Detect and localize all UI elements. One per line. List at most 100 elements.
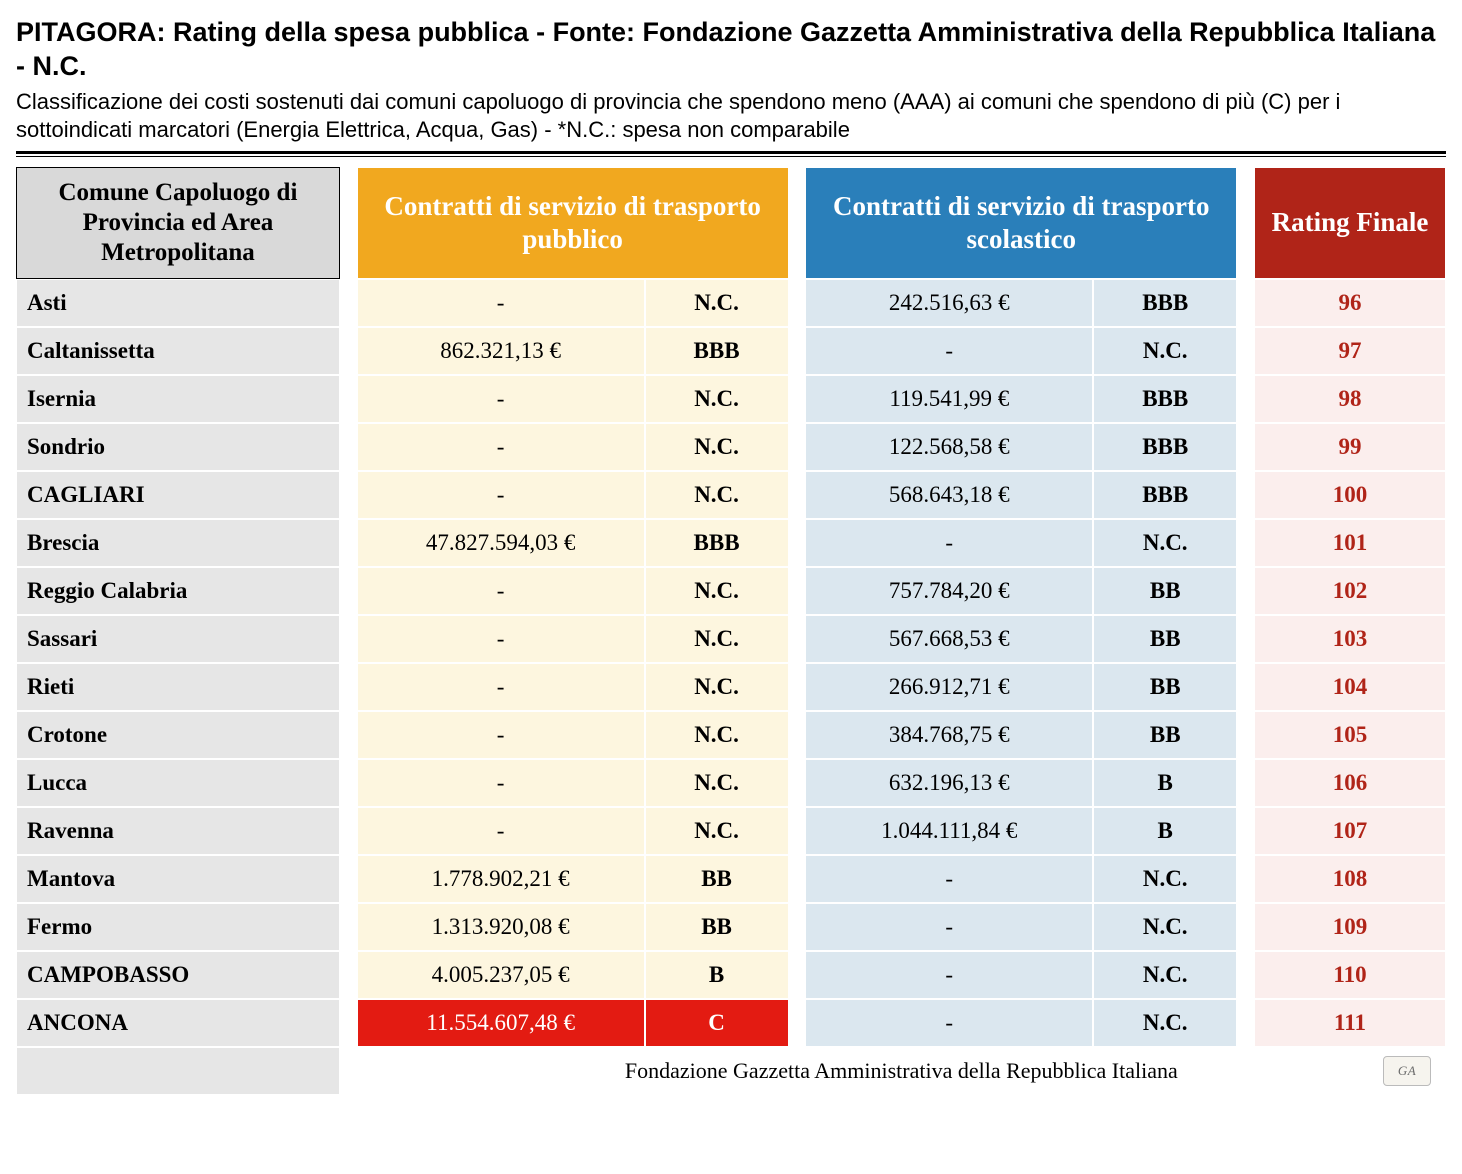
cell-school-value: 757.784,20 € — [805, 567, 1093, 615]
table-row: Sondrio-N.C.122.568,58 €BBB99 — [16, 423, 1446, 471]
cell-public-rating: N.C. — [645, 807, 789, 855]
table-row: Asti-N.C.242.516,63 €BBB96 — [16, 279, 1446, 327]
table-row: Fermo1.313.920,08 €BB-N.C.109 — [16, 903, 1446, 951]
cell-school-value: 122.568,58 € — [805, 423, 1093, 471]
col-gap — [340, 375, 357, 423]
col-header-name: Comune Capoluogo di Provincia ed Area Me… — [16, 167, 340, 279]
cell-school-value: 119.541,99 € — [805, 375, 1093, 423]
col-gap — [789, 903, 806, 951]
cell-comune: Caltanissetta — [16, 327, 340, 375]
table-row: Isernia-N.C.119.541,99 €BBB98 — [16, 375, 1446, 423]
col-gap — [789, 327, 806, 375]
cell-final-rating: 103 — [1254, 615, 1446, 663]
cell-public-value: 47.827.594,03 € — [357, 519, 645, 567]
cell-final-rating: 106 — [1254, 759, 1446, 807]
col-gap — [1237, 663, 1254, 711]
rule-thick — [16, 151, 1446, 154]
col-gap — [1237, 471, 1254, 519]
cell-comune: Brescia — [16, 519, 340, 567]
cell-public-rating: N.C. — [645, 375, 789, 423]
col-gap — [789, 807, 806, 855]
cell-public-rating: N.C. — [645, 423, 789, 471]
col-gap — [340, 423, 357, 471]
cell-public-value: 1.778.902,21 € — [357, 855, 645, 903]
col-gap — [340, 167, 357, 279]
cell-public-value: - — [357, 279, 645, 327]
table-row: Brescia 47.827.594,03 €BBB-N.C. 101 — [16, 519, 1446, 567]
cell-public-value: - — [357, 663, 645, 711]
cell-final-rating: 111 — [1254, 999, 1446, 1047]
col-gap — [789, 855, 806, 903]
col-gap — [789, 999, 806, 1047]
cell-public-rating: B — [645, 951, 789, 999]
cell-final-rating: 102 — [1254, 567, 1446, 615]
col-gap — [340, 471, 357, 519]
col-gap — [1237, 167, 1254, 279]
table-row: Sassari-N.C.567.668,53 €BB103 — [16, 615, 1446, 663]
cell-school-value: 242.516,63 € — [805, 279, 1093, 327]
cell-public-rating: BBB — [645, 519, 789, 567]
cell-school-value: - — [805, 903, 1093, 951]
cell-school-rating: B — [1093, 807, 1237, 855]
table-header-row: Comune Capoluogo di Provincia ed Area Me… — [16, 167, 1446, 279]
cell-comune: ANCONA — [16, 999, 340, 1047]
cell-school-value: - — [805, 951, 1093, 999]
cell-public-rating: C — [645, 999, 789, 1047]
col-gap — [1237, 807, 1254, 855]
col-gap — [789, 423, 806, 471]
cell-school-rating: N.C. — [1093, 519, 1237, 567]
cell-school-value: - — [805, 519, 1093, 567]
col-gap — [789, 711, 806, 759]
col-gap — [340, 711, 357, 759]
table-row: Mantova1.778.902,21 €BB-N.C.108 — [16, 855, 1446, 903]
cell-school-rating: BBB — [1093, 279, 1237, 327]
cell-public-value: - — [357, 711, 645, 759]
cell-final-rating: 110 — [1254, 951, 1446, 999]
cell-school-value: - — [805, 999, 1093, 1047]
col-gap — [789, 471, 806, 519]
footer-caption-cell: Fondazione Gazzetta Amministrativa della… — [357, 1047, 1446, 1095]
cell-final-rating: 104 — [1254, 663, 1446, 711]
col-gap — [789, 759, 806, 807]
cell-public-value: - — [357, 807, 645, 855]
cell-public-rating: BB — [645, 903, 789, 951]
col-gap — [340, 279, 357, 327]
cell-public-value: - — [357, 615, 645, 663]
cell-final-rating: 105 — [1254, 711, 1446, 759]
col-gap — [789, 951, 806, 999]
cell-school-value: 384.768,75 € — [805, 711, 1093, 759]
col-gap — [1237, 903, 1254, 951]
cell-school-rating: BB — [1093, 711, 1237, 759]
table-row: Caltanissetta862.321,13 €BBB-N.C.97 — [16, 327, 1446, 375]
col-gap — [789, 279, 806, 327]
cell-school-rating: N.C. — [1093, 327, 1237, 375]
cell-comune: Ravenna — [16, 807, 340, 855]
cell-public-rating: N.C. — [645, 567, 789, 615]
cell-school-rating: BBB — [1093, 423, 1237, 471]
cell-public-value: - — [357, 759, 645, 807]
cell-comune: Mantova — [16, 855, 340, 903]
cell-public-rating: N.C. — [645, 471, 789, 519]
footer-caption: Fondazione Gazzetta Amministrativa della… — [625, 1058, 1178, 1083]
col-gap — [340, 999, 357, 1047]
cell-public-rating: N.C. — [645, 279, 789, 327]
cell-school-rating: BB — [1093, 615, 1237, 663]
col-gap — [789, 567, 806, 615]
cell-final-rating: 96 — [1254, 279, 1446, 327]
col-gap — [1237, 423, 1254, 471]
col-header-public-transport: Contratti di servizio di trasporto pubbl… — [357, 167, 789, 279]
col-gap — [340, 807, 357, 855]
col-gap — [1237, 855, 1254, 903]
cell-final-rating: 101 — [1254, 519, 1446, 567]
cell-public-rating: N.C. — [645, 663, 789, 711]
col-gap — [340, 567, 357, 615]
col-gap — [340, 855, 357, 903]
table-row: CAMPOBASSO4.005.237,05 €B-N.C.110 — [16, 951, 1446, 999]
cell-school-rating: BBB — [1093, 471, 1237, 519]
cell-public-rating: N.C. — [645, 711, 789, 759]
cell-final-rating: 98 — [1254, 375, 1446, 423]
col-gap — [340, 951, 357, 999]
cell-public-rating: N.C. — [645, 615, 789, 663]
col-gap — [340, 1047, 357, 1095]
col-gap — [789, 519, 806, 567]
